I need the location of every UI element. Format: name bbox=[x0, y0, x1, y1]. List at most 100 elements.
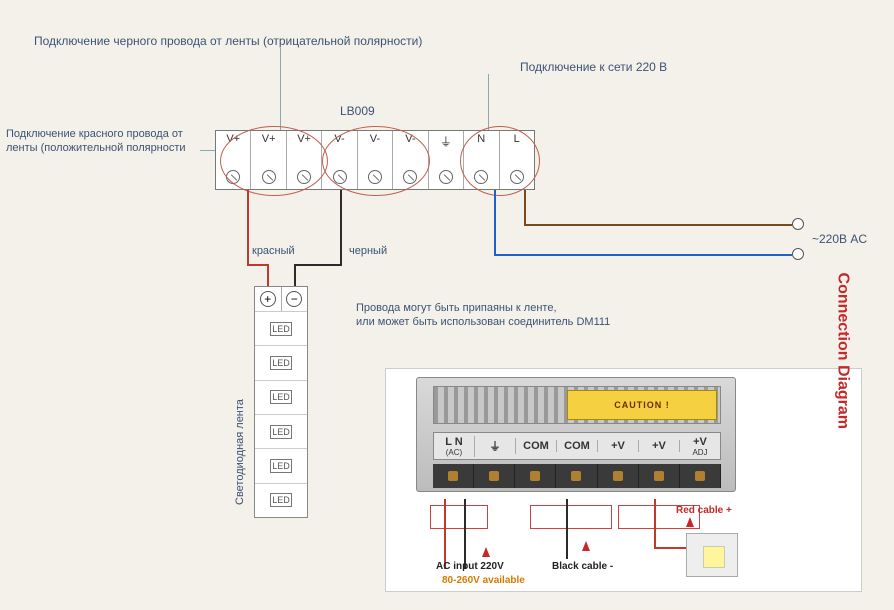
terminal-label: L bbox=[514, 133, 520, 145]
photo-wire-red bbox=[654, 499, 656, 549]
wire-red bbox=[247, 190, 249, 264]
wire-black bbox=[340, 190, 342, 264]
label-led-strip: Светодиодная лента bbox=[234, 399, 246, 505]
screw-icon bbox=[439, 170, 453, 184]
mark-box-com bbox=[530, 505, 612, 529]
ac-terminal-l bbox=[792, 218, 804, 230]
label-red-wire: красный bbox=[252, 245, 295, 257]
led-box: LED bbox=[270, 356, 292, 370]
wire-black bbox=[294, 264, 342, 266]
terminal-cell: ⏚ bbox=[429, 131, 464, 189]
label-ac-desc: Подключение к сети 220 В bbox=[520, 60, 667, 74]
polarity-minus-icon: − bbox=[286, 291, 302, 307]
label-note-1: Провода могут быть припаяны к ленте, bbox=[356, 302, 557, 314]
terminal-label: V+ bbox=[297, 133, 311, 145]
wire-brown bbox=[524, 224, 792, 226]
psu-label-panel: L N(AC)⏚COMCOM+V+V+VADJ bbox=[433, 432, 721, 460]
screw-icon bbox=[368, 170, 382, 184]
photo-wire-ac2 bbox=[464, 499, 466, 569]
psu-panel-cell: L N(AC) bbox=[434, 436, 475, 457]
led-cell: LED bbox=[255, 448, 307, 482]
screw-icon bbox=[333, 170, 347, 184]
label-red-wire-desc-1: Подключение красного провода от bbox=[6, 128, 183, 140]
wire-red bbox=[247, 264, 269, 266]
screw-icon bbox=[297, 170, 311, 184]
led-box: LED bbox=[270, 425, 292, 439]
label-model: LB009 bbox=[340, 104, 375, 118]
polarity-plus-icon: + bbox=[260, 291, 276, 307]
wire-brown bbox=[524, 190, 526, 226]
leader-line bbox=[488, 74, 489, 130]
label-black-wire-desc: Подключение черного провода от ленты (от… bbox=[34, 34, 422, 48]
terminal-label: V+ bbox=[226, 133, 240, 145]
terminal-label: V- bbox=[405, 133, 415, 145]
screw-icon bbox=[403, 170, 417, 184]
psu-terminal bbox=[598, 464, 639, 488]
screw-icon bbox=[262, 170, 276, 184]
terminal-cell: V+ bbox=[251, 131, 286, 189]
mark-box-ac bbox=[430, 505, 488, 529]
led-cell: LED bbox=[255, 345, 307, 379]
photo-wire-ac1 bbox=[444, 499, 446, 569]
psu-terminal-strip bbox=[433, 464, 721, 488]
label-black-wire: черный bbox=[349, 245, 387, 257]
led-box: LED bbox=[270, 493, 292, 507]
terminal-label: N bbox=[477, 133, 485, 145]
screw-icon bbox=[226, 170, 240, 184]
photo-wire-black bbox=[566, 499, 568, 559]
psu-caution-label: CAUTION ! bbox=[567, 390, 717, 420]
led-cell: LED bbox=[255, 311, 307, 345]
leader-line bbox=[280, 48, 281, 130]
led-cell: LED bbox=[255, 483, 307, 517]
terminal-cell: V- bbox=[393, 131, 428, 189]
terminal-cell: V+ bbox=[287, 131, 322, 189]
led-cell: LED bbox=[255, 380, 307, 414]
terminal-label: V- bbox=[334, 133, 344, 145]
wire-blue bbox=[494, 190, 496, 254]
wire-black bbox=[294, 264, 296, 286]
terminal-block: V+ V+ V+ V- V- V- ⏚ N L bbox=[215, 130, 535, 190]
psu-panel-cell: ⏚ bbox=[475, 438, 516, 454]
terminal-cell: V- bbox=[358, 131, 393, 189]
arrow-icon bbox=[582, 541, 590, 551]
label-note-2: или может быть использован соединитель D… bbox=[356, 316, 610, 328]
psu-photo: CAUTION ! L N(AC)⏚COMCOM+V+V+VADJ AC inp… bbox=[385, 368, 862, 592]
led-box: LED bbox=[270, 459, 292, 473]
wire-blue bbox=[494, 254, 792, 256]
psu-terminal bbox=[515, 464, 556, 488]
led-cell: LED bbox=[255, 414, 307, 448]
label-ac-voltage: ~220В AC bbox=[812, 232, 867, 246]
psu-terminal bbox=[639, 464, 680, 488]
arrow-icon bbox=[482, 547, 490, 557]
arrow-icon bbox=[686, 517, 694, 527]
led-box: LED bbox=[270, 390, 292, 404]
psu-panel-cell: COM bbox=[516, 440, 557, 452]
terminal-label: V- bbox=[370, 133, 380, 145]
wire-red bbox=[267, 264, 269, 286]
terminal-cell: L bbox=[500, 131, 534, 189]
leader-line bbox=[200, 150, 216, 151]
led-box: LED bbox=[270, 322, 292, 336]
terminal-label: ⏚ bbox=[440, 133, 452, 150]
terminal-cell: V- bbox=[322, 131, 357, 189]
ac-terminal-n bbox=[792, 248, 804, 260]
led-strip: + − LED LED LED LED LED LED bbox=[254, 286, 308, 518]
psu-terminal bbox=[556, 464, 597, 488]
screw-icon bbox=[474, 170, 488, 184]
psu-panel-cell: +VADJ bbox=[680, 436, 720, 457]
psu-body: CAUTION ! L N(AC)⏚COMCOM+V+V+VADJ bbox=[416, 377, 736, 492]
psu-panel-cell: COM bbox=[557, 440, 598, 452]
psu-terminal bbox=[680, 464, 721, 488]
photo-label-red: Red cable + bbox=[676, 505, 732, 516]
psu-panel-cell: +V bbox=[639, 440, 680, 452]
terminal-label: V+ bbox=[262, 133, 276, 145]
psu-panel-cell: +V bbox=[598, 440, 639, 452]
photo-label-ac-range: 80-260V available bbox=[442, 575, 525, 586]
screw-icon bbox=[510, 170, 524, 184]
terminal-cell: N bbox=[464, 131, 499, 189]
led-chip-icon bbox=[686, 533, 738, 577]
photo-label-black: Black cable - bbox=[552, 561, 613, 572]
terminal-cell: V+ bbox=[216, 131, 251, 189]
psu-terminal bbox=[474, 464, 515, 488]
psu-terminal bbox=[433, 464, 474, 488]
